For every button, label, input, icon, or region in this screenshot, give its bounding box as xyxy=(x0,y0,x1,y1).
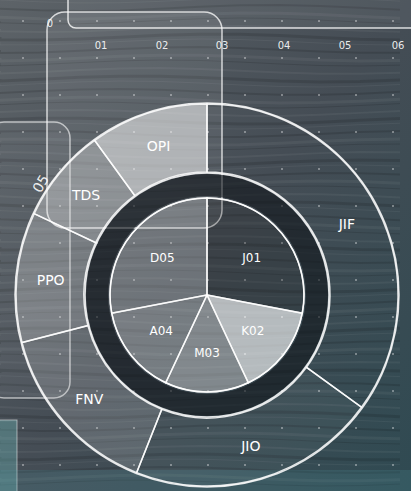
annotation: 0 xyxy=(47,18,53,29)
annotation: 03 xyxy=(216,40,229,51)
grid-dot xyxy=(22,57,24,59)
ring-outline xyxy=(85,173,329,417)
slice-label: M03 xyxy=(194,346,220,360)
grid-dot xyxy=(96,464,98,466)
grid-dot xyxy=(392,131,394,133)
grid-dot xyxy=(318,94,320,96)
slice xyxy=(110,198,207,313)
grid-dot xyxy=(392,168,394,170)
grid-dot xyxy=(355,168,357,170)
ring-outline xyxy=(15,103,399,487)
grid-dot xyxy=(59,427,61,429)
grid-dot xyxy=(355,131,357,133)
grid-dot xyxy=(22,20,24,22)
grid-dot xyxy=(355,427,357,429)
slice-label: FNV xyxy=(75,391,104,407)
annotation: 05 xyxy=(339,40,352,51)
grid-dot xyxy=(355,57,357,59)
annotation: 06 xyxy=(392,40,405,51)
grid-dot xyxy=(244,57,246,59)
pie-outline xyxy=(110,198,304,392)
grid-dot xyxy=(392,57,394,59)
chart: 001020304050605JIFJIOFNVPPOTDSOPIJ01K02M… xyxy=(0,0,411,491)
slice-label: D05 xyxy=(150,251,175,265)
slice-label: J01 xyxy=(241,251,261,265)
annotation: 04 xyxy=(278,40,291,51)
grid-dot xyxy=(22,427,24,429)
grid-dot xyxy=(392,464,394,466)
grid-dot xyxy=(355,464,357,466)
grid-dot xyxy=(318,131,320,133)
grid-dot xyxy=(59,464,61,466)
slice-label: JIO xyxy=(240,438,260,454)
annotation: 02 xyxy=(156,40,169,51)
grid-dot xyxy=(392,353,394,355)
slice-label: OPI xyxy=(147,138,171,154)
slice-label: PPO xyxy=(37,272,65,288)
slice-label: K02 xyxy=(241,324,264,338)
slice-label: TDS xyxy=(71,187,100,203)
background xyxy=(0,0,411,491)
grid-dot xyxy=(22,464,24,466)
grid-dot xyxy=(392,427,394,429)
slice xyxy=(207,198,304,313)
grid-dot xyxy=(392,205,394,207)
grid-dot xyxy=(392,94,394,96)
grid-dot xyxy=(355,94,357,96)
grid-dot xyxy=(281,57,283,59)
grid-dot xyxy=(244,94,246,96)
annotation: 01 xyxy=(95,40,108,51)
slice-label: JIF xyxy=(338,216,355,232)
grid-dot xyxy=(318,57,320,59)
grid-dot xyxy=(22,94,24,96)
grid-dot xyxy=(392,390,394,392)
grid-dot xyxy=(318,464,320,466)
grid-dot xyxy=(281,94,283,96)
ring-band xyxy=(86,174,328,416)
slice-label: A04 xyxy=(149,324,172,338)
